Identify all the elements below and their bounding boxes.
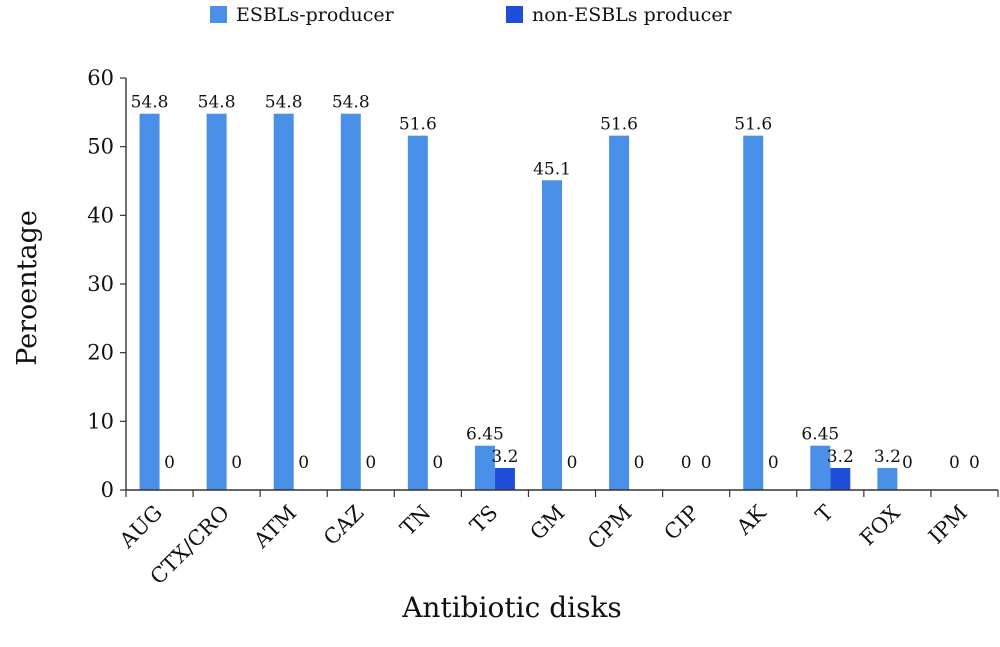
bar-esbls-ctx-cro (206, 113, 227, 490)
data-label-non-esbls-ts: 3.2 (491, 447, 518, 467)
data-label-esbls-cpm: 51.6 (600, 115, 638, 135)
data-label-non-esbls-cip: 0 (701, 453, 712, 473)
data-label-esbls-t: 6.45 (801, 425, 839, 445)
data-label-esbls-fox: 3.2 (874, 447, 901, 467)
bar-esbls-ts (474, 445, 495, 490)
x-tick-label-atm: ATM (249, 501, 302, 554)
bar-non-esbls-t (830, 468, 851, 490)
data-label-non-esbls-cpm: 0 (634, 453, 645, 473)
x-tick-label-tn: TN (396, 501, 436, 541)
x-axis-title: Antibiotic disks (401, 591, 622, 624)
x-tick-label-caz: CAZ (319, 501, 368, 550)
data-label-esbls-ctx-cro: 54.8 (198, 93, 236, 113)
legend-label-non-esbls: non-ESBLs producer (532, 4, 733, 26)
y-tick-label-20: 20 (87, 341, 114, 365)
y-tick-label-10: 10 (87, 409, 114, 433)
data-label-esbls-cip: 0 (681, 453, 692, 473)
bar-esbls-atm (273, 113, 294, 490)
x-tick-label-cpm: CPM (583, 501, 637, 555)
data-label-non-esbls-ctx-cro: 0 (231, 453, 242, 473)
data-label-esbls-tn: 51.6 (399, 115, 437, 135)
data-label-non-esbls-fox: 0 (902, 453, 913, 473)
data-label-non-esbls-ipm: 0 (969, 453, 980, 473)
y-axis-title: Peroentage (12, 210, 43, 366)
data-label-non-esbls-aug: 0 (164, 453, 175, 473)
data-label-esbls-aug: 54.8 (131, 93, 169, 113)
bar-non-esbls-ts (494, 468, 515, 490)
legend-swatch-esbls (210, 6, 227, 23)
y-tick-label-0: 0 (101, 478, 114, 502)
x-tick-label-aug: AUG (114, 501, 167, 554)
bar-esbls-fox (877, 468, 898, 490)
data-label-non-esbls-caz: 0 (365, 453, 376, 473)
data-label-esbls-ts: 6.45 (466, 425, 504, 445)
legend-swatch-non-esbls (506, 6, 523, 23)
y-tick-label-50: 50 (87, 135, 114, 159)
x-tick-label-cip: CIP (659, 501, 703, 545)
y-tick-label-60: 60 (87, 66, 114, 90)
data-label-non-esbls-gm: 0 (567, 453, 578, 473)
legend-label-esbls: ESBLs-producer (236, 4, 395, 26)
data-label-non-esbls-t: 3.2 (827, 447, 854, 467)
data-label-esbls-ipm: 0 (949, 453, 960, 473)
data-label-non-esbls-tn: 0 (432, 453, 443, 473)
bar-esbls-caz (340, 113, 361, 490)
bar-esbls-t (810, 445, 831, 490)
bar-esbls-tn (407, 135, 428, 490)
data-label-esbls-caz: 54.8 (332, 93, 370, 113)
x-tick-label-fox: FOX (855, 501, 905, 551)
data-label-esbls-atm: 54.8 (265, 93, 303, 113)
x-tick-label-ts: TS (465, 501, 502, 538)
legend: ESBLs-producer non-ESBLs producer (210, 4, 733, 26)
data-label-esbls-gm: 45.1 (533, 159, 571, 179)
x-tick-label-gm: GM (525, 501, 569, 545)
bar-esbls-cpm (609, 135, 630, 490)
data-label-esbls-ak: 51.6 (734, 115, 772, 135)
bar-esbls-aug (139, 113, 160, 490)
x-tick-label-ak: AK (731, 500, 771, 540)
y-tick-label-40: 40 (87, 203, 114, 227)
data-label-non-esbls-ak: 0 (768, 453, 779, 473)
x-tick-label-ipm: IPM (924, 501, 972, 549)
x-tick-label-t: T (811, 501, 838, 528)
y-tick-label-30: 30 (87, 272, 114, 296)
bars-group (139, 113, 898, 490)
bar-esbls-gm (542, 180, 562, 490)
bar-esbls-ak (743, 135, 764, 490)
data-label-non-esbls-atm: 0 (298, 453, 309, 473)
data-labels-group: 54.8054.8054.8054.8051.606.453.245.1051.… (131, 93, 980, 473)
